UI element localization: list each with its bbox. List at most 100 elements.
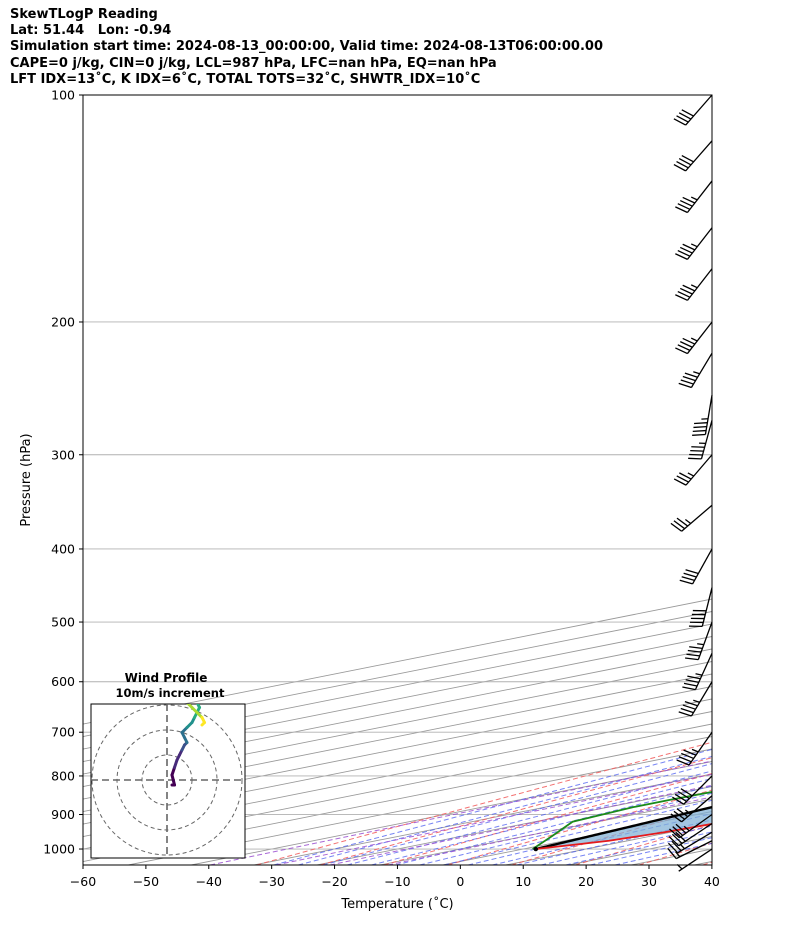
- wind-barb: [673, 94, 713, 126]
- temperature-line: [535, 823, 712, 850]
- wind-barb: [670, 795, 713, 823]
- barb-flag: [680, 707, 694, 714]
- barb-flag: [689, 453, 703, 456]
- indices-line-2: LFT IDX=13˚C, K IDX=6˚C, TOTAL TOTS=32˚C…: [10, 71, 481, 87]
- y-tick-label: 1000: [43, 842, 75, 857]
- barb-staff: [685, 454, 713, 486]
- barb-staff: [675, 840, 713, 860]
- barb-staff: [678, 848, 713, 872]
- wind-barb: [669, 813, 713, 839]
- barb-flag: [678, 112, 692, 120]
- parcel-profile-line: [535, 805, 712, 851]
- barb-flag: [675, 206, 688, 214]
- x-tick-label: −10: [384, 874, 410, 889]
- barb-staff: [681, 795, 713, 823]
- x-tick-label: 40: [704, 874, 720, 889]
- barb-staff: [685, 140, 713, 172]
- barb-staff: [679, 813, 713, 839]
- moist-adiabat: [614, 842, 712, 865]
- barb-flag: [676, 517, 689, 527]
- barb-flag: [668, 836, 680, 847]
- wind-barb: [678, 352, 713, 389]
- wind-barb: [688, 587, 713, 627]
- wind-barb: [667, 840, 713, 860]
- isotherm-line: [83, 698, 712, 825]
- barb-flag: [670, 813, 683, 823]
- barb-flag: [678, 711, 692, 717]
- barb-half-flag: [695, 673, 703, 676]
- barb-flag: [679, 246, 693, 254]
- barb-flag: [689, 646, 703, 649]
- barb-flag: [681, 752, 694, 760]
- barb-staff: [685, 94, 713, 126]
- barb-flag: [676, 759, 690, 766]
- wind-barb: [676, 731, 713, 766]
- barb-flag: [683, 749, 697, 756]
- isotherm-line: [83, 673, 712, 800]
- barb-flag: [685, 679, 699, 684]
- hodograph-segment: [196, 704, 201, 709]
- barb-staff: [694, 652, 713, 690]
- data-layer: [532, 790, 712, 852]
- barb-flag: [680, 379, 694, 385]
- barb-staff: [686, 227, 713, 260]
- moist-adiabat: [565, 831, 712, 865]
- dry-adiabat: [702, 861, 712, 865]
- x-tick-label: 30: [641, 874, 657, 889]
- y-tick-label: 900: [51, 807, 75, 822]
- barb-half-flag: [690, 196, 698, 201]
- barb-flag: [683, 682, 698, 687]
- barb-flag: [685, 569, 699, 575]
- hodograph-subtitle: 10m/s increment: [116, 686, 225, 700]
- wind-barb: [679, 548, 713, 585]
- barb-staff: [686, 180, 713, 213]
- y-tick-label: 500: [51, 615, 75, 630]
- barb-flag: [687, 675, 701, 680]
- dry-adiabat: [256, 741, 712, 865]
- barb-half-flag: [690, 284, 698, 289]
- wind-barb: [672, 775, 713, 805]
- barb-flag: [692, 429, 707, 433]
- dry-adiabat: [320, 757, 712, 865]
- x-tick-label: −20: [321, 874, 347, 889]
- dry-adiabat: [511, 806, 712, 865]
- wind-barb: [675, 268, 713, 301]
- moist-adiabat: [298, 755, 712, 865]
- barb-flag: [678, 756, 692, 763]
- barb-flag: [688, 457, 702, 460]
- barb-half-flag: [684, 809, 692, 815]
- moist-adiabat: [516, 819, 712, 865]
- isotherm-line: [83, 723, 712, 850]
- barb-half-flag: [684, 518, 692, 524]
- barb-flag: [681, 109, 694, 117]
- barb-flag: [671, 840, 682, 852]
- barb-flag: [678, 382, 692, 389]
- barb-flag: [680, 788, 693, 797]
- wind-barb: [688, 420, 713, 460]
- hodograph-segment: [200, 721, 206, 727]
- x-tick-label: −40: [196, 874, 222, 889]
- isotherm-line: [83, 711, 712, 837]
- barb-flag: [675, 253, 688, 260]
- barb-flag: [673, 520, 686, 530]
- y-tick-label: 600: [51, 674, 75, 689]
- wind-barb: [692, 394, 713, 436]
- hodograph-segment: [170, 773, 176, 787]
- barb-staff: [704, 394, 713, 435]
- barb-flag: [690, 449, 704, 452]
- barb-flag: [682, 375, 696, 382]
- barb-flag: [672, 796, 685, 805]
- isotherm-line: [505, 823, 712, 865]
- moist-adiabat: [273, 748, 712, 865]
- y-tick-label: 700: [51, 725, 75, 740]
- isotherm-line: [254, 773, 712, 865]
- barb-staff: [692, 548, 713, 585]
- barb-flag: [682, 704, 696, 710]
- isotherm-line: [568, 836, 712, 865]
- barb-flag: [677, 790, 690, 800]
- barb-flag: [672, 826, 684, 836]
- barb-flag: [676, 808, 689, 818]
- barb-flag: [677, 344, 691, 351]
- moist-adiabat: [419, 792, 712, 865]
